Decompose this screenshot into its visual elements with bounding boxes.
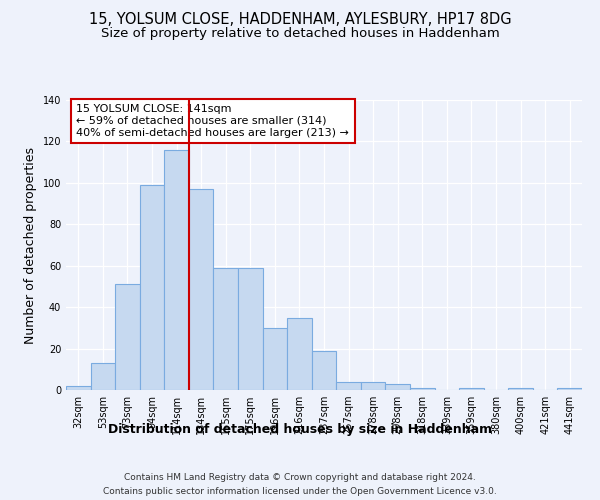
Text: Size of property relative to detached houses in Haddenham: Size of property relative to detached ho… [101,28,499,40]
Bar [508,388,533,390]
Bar [140,185,164,390]
Bar [410,388,434,390]
Bar [115,284,140,390]
Text: 15, YOLSUM CLOSE, HADDENHAM, AYLESBURY, HP17 8DG: 15, YOLSUM CLOSE, HADDENHAM, AYLESBURY, … [89,12,511,28]
Text: Contains HM Land Registry data © Crown copyright and database right 2024.: Contains HM Land Registry data © Crown c… [124,472,476,482]
Text: Contains public sector information licensed under the Open Government Licence v3: Contains public sector information licen… [103,488,497,496]
Bar [312,350,336,390]
Bar [164,150,189,390]
Text: 15 YOLSUM CLOSE: 141sqm
← 59% of detached houses are smaller (314)
40% of semi-d: 15 YOLSUM CLOSE: 141sqm ← 59% of detache… [76,104,349,138]
Bar [287,318,312,390]
Bar [336,382,361,390]
Bar [557,388,582,390]
Y-axis label: Number of detached properties: Number of detached properties [24,146,37,344]
Bar [66,386,91,390]
Bar [238,268,263,390]
Bar [361,382,385,390]
Bar [189,189,214,390]
Bar [385,384,410,390]
Bar [263,328,287,390]
Bar [91,363,115,390]
Text: Distribution of detached houses by size in Haddenham: Distribution of detached houses by size … [108,422,492,436]
Bar [214,268,238,390]
Bar [459,388,484,390]
